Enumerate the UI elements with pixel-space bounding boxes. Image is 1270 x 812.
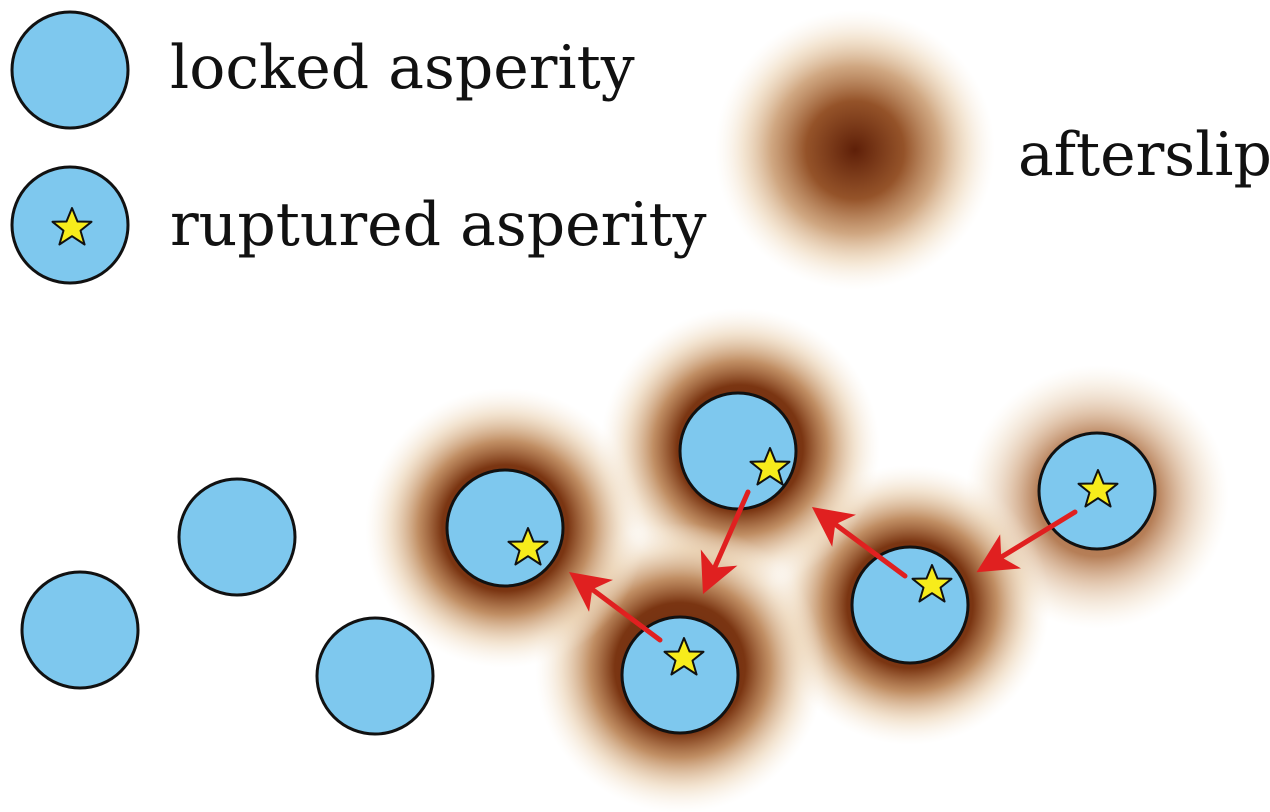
legend-afterslip-label: afterslip	[1018, 120, 1270, 190]
arrow-icon	[700, 489, 751, 595]
legend-locked-item: locked asperity	[10, 10, 635, 130]
propagation-arrows	[568, 489, 1078, 643]
star-icon	[663, 637, 705, 676]
star-icon	[911, 564, 953, 603]
legend-ruptured-item: ruptured asperity	[10, 165, 707, 285]
legend-ruptured-label: ruptured asperity	[170, 190, 707, 260]
locked-asperity	[315, 616, 435, 736]
ruptured-asperities	[445, 391, 1157, 735]
legend-afterslip-item: afterslip	[715, 10, 1270, 290]
locked-asperity-icon	[10, 10, 130, 130]
ruptured-asperity	[620, 615, 740, 735]
arrow-icon	[811, 507, 908, 579]
afterslip-icon	[715, 10, 995, 290]
star-icon	[749, 447, 791, 486]
arrow-icon	[976, 509, 1078, 573]
star-icon	[1077, 469, 1119, 508]
locked-asperity	[177, 477, 297, 597]
locked-asperity	[20, 570, 140, 690]
ruptured-asperity	[678, 391, 798, 511]
ruptured-asperity	[445, 468, 565, 588]
locked-asperities	[20, 477, 435, 736]
legend: locked asperity ruptured asperity afters…	[10, 10, 1270, 290]
star-icon	[507, 527, 549, 566]
legend-locked-label: locked asperity	[170, 33, 635, 103]
ruptured-asperity	[1037, 431, 1157, 551]
star-icon	[51, 207, 93, 246]
ruptured-asperity	[850, 545, 970, 665]
arrow-icon	[568, 572, 663, 643]
